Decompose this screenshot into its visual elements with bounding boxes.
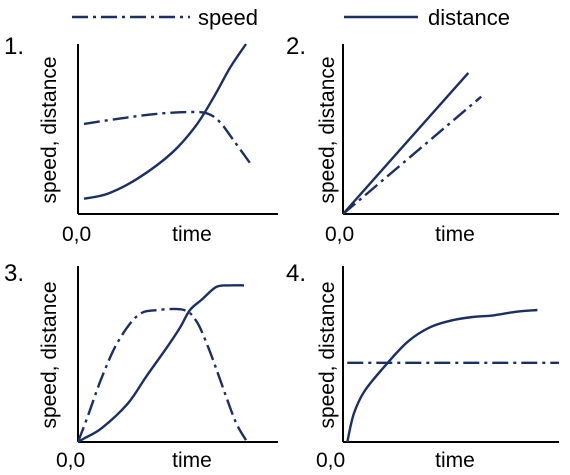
panel-2-ylabel: speed, distance bbox=[316, 56, 339, 203]
panel-1-xlabel: time bbox=[172, 223, 212, 246]
panel-4 bbox=[342, 266, 559, 443]
panel-1-speed-line bbox=[83, 110, 251, 164]
panel-2-number: 2. bbox=[286, 33, 306, 60]
panel-4-distance-line bbox=[346, 308, 538, 443]
legend-distance-label: distance bbox=[428, 5, 510, 30]
legend: speed distance bbox=[72, 5, 510, 30]
panel-3-speed-line bbox=[76, 307, 248, 443]
panel-3 bbox=[76, 266, 278, 444]
panel-4-number: 4. bbox=[286, 260, 306, 287]
panel-1-number: 1. bbox=[4, 33, 24, 60]
panel-2 bbox=[342, 44, 559, 215]
panel-2-origin: 0,0 bbox=[325, 223, 354, 246]
legend-speed-label: speed bbox=[198, 5, 258, 30]
panel-4-origin: 0,0 bbox=[316, 449, 345, 472]
panel-3-distance-line bbox=[77, 284, 245, 444]
panel-4-xlabel: time bbox=[435, 449, 475, 472]
panel-1-ylabel: speed, distance bbox=[38, 56, 61, 203]
panel-1-distance-line bbox=[83, 43, 247, 200]
panel-4-ylabel: speed, distance bbox=[316, 281, 339, 428]
panel-2-speed-line bbox=[342, 95, 482, 215]
panel-1-origin: 0,0 bbox=[62, 223, 91, 246]
panel-3-xlabel: time bbox=[172, 449, 212, 472]
panel-1 bbox=[77, 43, 278, 215]
panel-3-origin: 0,0 bbox=[56, 449, 85, 472]
panel-2-distance-line bbox=[342, 72, 470, 215]
panel-3-number: 3. bbox=[4, 260, 24, 287]
panel-2-xlabel: time bbox=[435, 223, 475, 246]
panel-3-ylabel: speed, distance bbox=[38, 281, 61, 428]
